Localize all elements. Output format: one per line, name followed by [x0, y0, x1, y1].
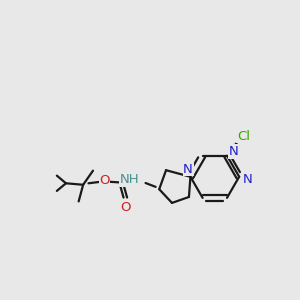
- Text: O: O: [99, 173, 110, 187]
- Text: N: N: [229, 145, 238, 158]
- Text: O: O: [120, 201, 130, 214]
- Text: NH: NH: [119, 173, 139, 186]
- Text: N: N: [243, 172, 252, 186]
- Text: Cl: Cl: [237, 130, 250, 143]
- Text: N: N: [183, 163, 193, 176]
